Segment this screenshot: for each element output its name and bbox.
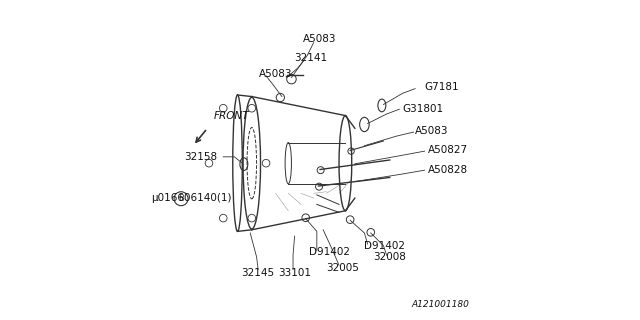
Text: 32141: 32141 (294, 53, 327, 63)
Text: 32158: 32158 (184, 152, 217, 162)
Text: A5083: A5083 (303, 35, 337, 44)
Text: A50827: A50827 (428, 146, 468, 156)
Text: 33101: 33101 (278, 268, 311, 278)
Text: B: B (178, 194, 184, 203)
Text: G31801: G31801 (403, 104, 444, 114)
Text: D91402: D91402 (364, 241, 405, 251)
Text: 32145: 32145 (241, 268, 275, 278)
Text: 32008: 32008 (373, 252, 406, 262)
Text: G7181: G7181 (425, 82, 460, 92)
Text: µ016606140(1): µ016606140(1) (151, 193, 232, 203)
Text: A5083: A5083 (259, 69, 292, 79)
Text: FRONT: FRONT (214, 111, 249, 121)
Text: 32005: 32005 (326, 263, 358, 273)
Text: A50828: A50828 (428, 164, 468, 174)
Text: A121001180: A121001180 (412, 300, 469, 309)
Text: A5083: A5083 (415, 126, 449, 136)
Text: D91402: D91402 (309, 247, 350, 257)
